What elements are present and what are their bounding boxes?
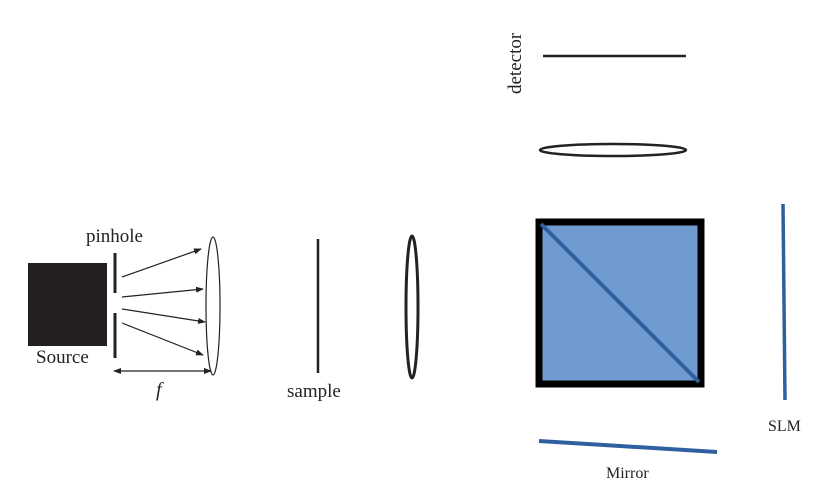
source-block [28,263,107,346]
beam-splitter-diagonal [539,222,701,384]
ray-3 [121,308,206,324]
sample-label: sample [287,381,341,402]
detector-lens [538,142,688,158]
imaging-lens [404,234,420,380]
collimating-lens [205,236,221,376]
ray-2 [121,286,204,298]
pinhole-label: pinhole [86,226,143,247]
source-label: Source [36,347,89,368]
detector-label: detector [505,32,526,94]
slm-plate [781,203,787,401]
mirror-plate [538,439,718,454]
slm-label: SLM [768,418,801,435]
focal-length-label: f [156,379,164,401]
ray-1 [121,248,202,278]
ray-4 [121,322,204,356]
mirror-label: Mirror [606,465,649,482]
